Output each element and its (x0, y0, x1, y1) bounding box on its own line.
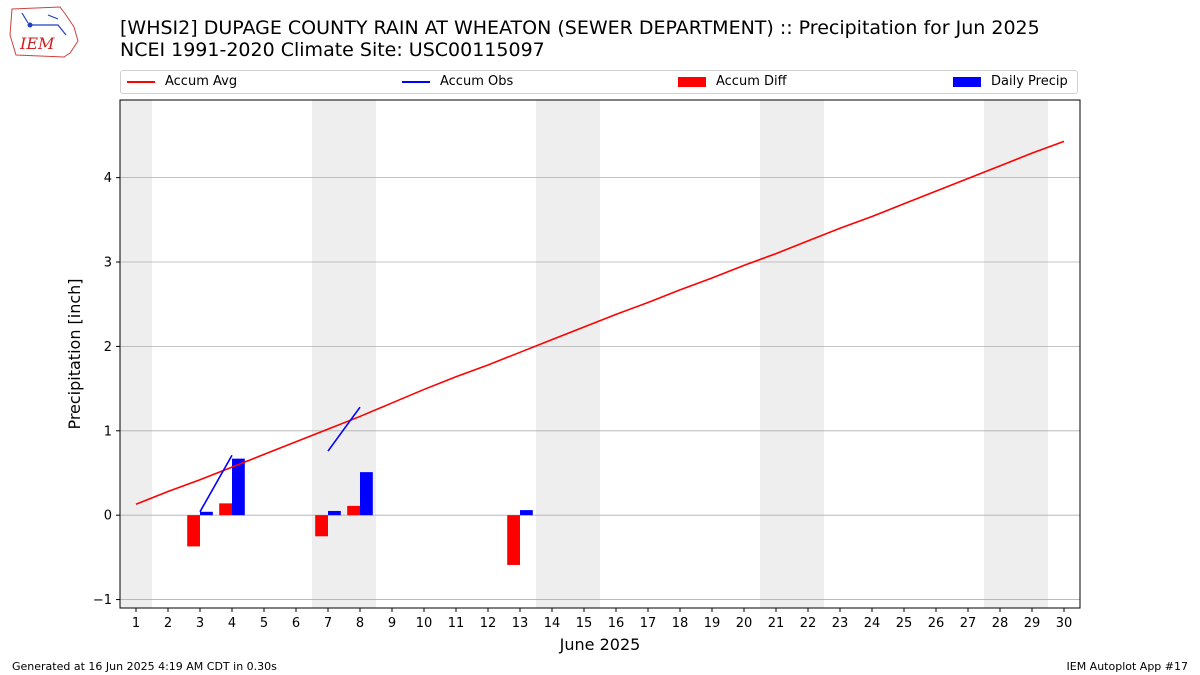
logo-text: IEM (19, 34, 55, 53)
x-tick-label: 7 (324, 616, 332, 631)
accum-obs-line (327, 406, 361, 452)
x-tick-label: 8 (356, 616, 364, 631)
accum-obs-line (199, 454, 233, 513)
legend-label-daily-precip: Daily Precip (991, 74, 1068, 89)
iem-logo: IEM (9, 6, 79, 58)
legend-item-accum-avg: Accum Avg (127, 74, 237, 89)
chart-legend: Accum Avg Accum Obs Accum Diff Daily Pre… (120, 70, 1078, 94)
legend-item-accum-diff: Accum Diff (678, 74, 787, 89)
weekend-band (120, 100, 152, 608)
x-tick-label: 2 (164, 616, 172, 631)
x-tick-label: 23 (832, 616, 849, 631)
y-tick-label: 4 (104, 171, 112, 186)
x-tick-label: 16 (608, 616, 625, 631)
x-tick-label: 17 (640, 616, 657, 631)
y-tick-label: −1 (93, 593, 112, 608)
x-tick-label: 19 (704, 616, 721, 631)
title-line-2: NCEI 1991-2020 Climate Site: USC00115097 (120, 39, 545, 61)
x-tick-label: 11 (448, 616, 465, 631)
accum-diff-bar (219, 503, 232, 516)
chart-title: [WHSI2] DUPAGE COUNTY RAIN AT WHEATON (S… (120, 17, 1040, 61)
daily-precip-bar (520, 510, 533, 516)
daily-precip-bar (360, 472, 373, 516)
x-tick-label: 20 (736, 616, 753, 631)
x-tick-label: 13 (512, 616, 529, 631)
footer-app: IEM Autoplot App #17 (1066, 660, 1189, 673)
x-tick-label: 18 (672, 616, 689, 631)
accum-diff-bar (187, 515, 200, 547)
daily-precip-bar (200, 511, 213, 516)
legend-swatch-accum-diff (678, 76, 706, 87)
x-tick-label: 12 (480, 616, 497, 631)
legend-swatch-accum-avg (127, 80, 155, 83)
y-tick-label: 0 (104, 509, 112, 524)
x-tick-label: 10 (416, 616, 433, 631)
title-line-1: [WHSI2] DUPAGE COUNTY RAIN AT WHEATON (S… (120, 17, 1040, 39)
plot-frame (119, 99, 1081, 609)
legend-label-accum-diff: Accum Diff (716, 74, 787, 89)
x-tick-label: 26 (928, 616, 945, 631)
x-tick-label: 15 (576, 616, 593, 631)
daily-precip-bar (328, 510, 341, 516)
x-tick-label: 29 (1024, 616, 1041, 631)
y-tick-label: 1 (104, 424, 112, 439)
x-tick-label: 21 (768, 616, 785, 631)
legend-swatch-accum-obs (402, 80, 430, 83)
accum-diff-bar (315, 515, 328, 537)
legend-item-accum-obs: Accum Obs (402, 74, 513, 89)
x-tick-label: 4 (228, 616, 236, 631)
accum-avg-line (135, 140, 1065, 505)
x-tick-label: 1 (132, 616, 140, 631)
weekend-band (760, 100, 824, 608)
x-tick-label: 24 (864, 616, 881, 631)
x-axis-label: June 2025 (559, 635, 641, 654)
legend-swatch-daily-precip (953, 76, 981, 87)
x-tick-label: 28 (992, 616, 1009, 631)
legend-item-daily-precip: Daily Precip (953, 74, 1068, 89)
x-tick-label: 3 (196, 616, 204, 631)
x-tick-label: 30 (1056, 616, 1073, 631)
x-tick-label: 14 (544, 616, 561, 631)
x-tick-label: 25 (896, 616, 913, 631)
accum-diff-bar (347, 505, 360, 516)
x-tick-label: 6 (292, 616, 300, 631)
footer-generated: Generated at 16 Jun 2025 4:19 AM CDT in … (12, 660, 277, 673)
x-tick-label: 9 (388, 616, 396, 631)
accum-diff-bar (507, 515, 520, 565)
weekend-band (984, 100, 1048, 608)
y-tick-label: 2 (104, 340, 112, 355)
weekend-band (536, 100, 600, 608)
y-axis-label: Precipitation [inch] (65, 278, 84, 429)
daily-precip-bar (232, 458, 245, 516)
x-tick-label: 22 (800, 616, 817, 631)
legend-label-accum-obs: Accum Obs (440, 74, 514, 89)
x-tick-label: 5 (260, 616, 268, 631)
legend-label-accum-avg: Accum Avg (165, 74, 238, 89)
y-tick-label: 3 (104, 256, 112, 271)
x-tick-label: 27 (960, 616, 977, 631)
